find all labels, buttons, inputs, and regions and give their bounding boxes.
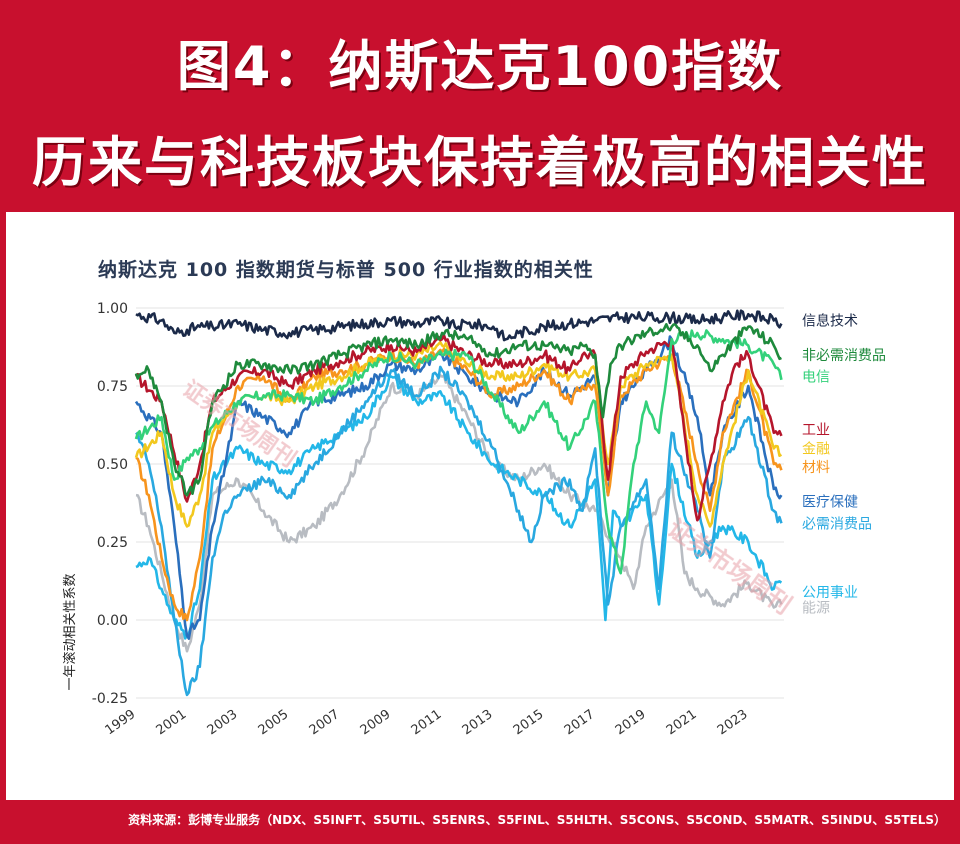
series-line-必需消费品 xyxy=(135,365,783,697)
legend-label: 能源 xyxy=(802,601,830,617)
y-axis-label: 一年滚动相关性系数 xyxy=(62,573,78,690)
legend-label: 工业 xyxy=(802,423,830,439)
x-tick-label: 2019 xyxy=(613,707,649,738)
header-title-line1: 图4：纳斯达克100指数 xyxy=(176,35,784,98)
y-tick-label: 0.25 xyxy=(97,535,128,551)
y-tick-label: 0.75 xyxy=(97,379,128,395)
legend-label: 材料 xyxy=(802,460,830,476)
x-tick-label: 2005 xyxy=(256,707,292,738)
series-line-非必需消费品 xyxy=(134,323,782,497)
series-line-信息技术 xyxy=(135,309,783,342)
legend-label: 信息技术 xyxy=(802,312,858,329)
x-tick-label: 2013 xyxy=(460,707,496,738)
series-line-电信 xyxy=(134,329,783,575)
y-tick-labels: -0.25 0.00 0.25 0.50 0.75 1.00 xyxy=(92,301,128,707)
x-tick-label: 2017 xyxy=(562,707,598,738)
x-tick-labels: 1999 2001 2003 2005 2007 2009 2011 2013 2015 2017… xyxy=(103,707,751,738)
chart-panel: 纳斯达克 100 指数期货与标普 500 行业指数的相关性 -0.25 0.00 0… xyxy=(6,212,954,800)
y-tick-label: 0.00 xyxy=(97,613,128,629)
grid-lines xyxy=(136,307,784,699)
header-banner: 图4：纳斯达克100指数 历来与科技板块保持着极高的相关性 xyxy=(0,0,960,212)
legend-label: 非必需消费品 xyxy=(802,348,886,364)
x-tick-label: 2015 xyxy=(511,707,547,738)
series-line-工业 xyxy=(134,334,783,522)
x-tick-label: 2021 xyxy=(664,707,700,738)
y-tick-label: 1.00 xyxy=(97,301,128,317)
chart-title: 纳斯达克 100 指数期货与标普 500 行业指数的相关性 xyxy=(98,258,594,281)
y-tick-label: 0.50 xyxy=(97,457,128,473)
legend-label: 电信 xyxy=(802,370,830,386)
x-tick-label: 1999 xyxy=(103,707,139,738)
source-footnote: 资料来源：彭博专业服务（NDX、S5INFT、S5UTIL、S5ENRS、S5F… xyxy=(128,813,946,827)
legend-label: 必需消费品 xyxy=(802,516,872,532)
x-tick-label: 2023 xyxy=(715,707,751,738)
legend-label: 金融 xyxy=(802,441,830,457)
x-tick-label: 2001 xyxy=(154,707,190,738)
series-line-能源 xyxy=(135,374,783,653)
series-line-公用事业 xyxy=(135,375,783,640)
series-lines xyxy=(134,309,783,697)
y-tick-label: -0.25 xyxy=(92,691,128,707)
header-title-line2: 历来与科技板块保持着极高的相关性 xyxy=(32,131,928,194)
x-tick-label: 2009 xyxy=(358,707,394,738)
legend-label: 公用事业 xyxy=(802,585,858,601)
x-tick-label: 2011 xyxy=(409,707,445,738)
x-tick-label: 2003 xyxy=(205,707,241,738)
legend-label: 医疗保健 xyxy=(802,494,858,510)
correlation-chart: 纳斯达克 100 指数期货与标普 500 行业指数的相关性 -0.25 0.00 0… xyxy=(62,258,886,738)
x-tick-label: 2007 xyxy=(307,707,343,738)
